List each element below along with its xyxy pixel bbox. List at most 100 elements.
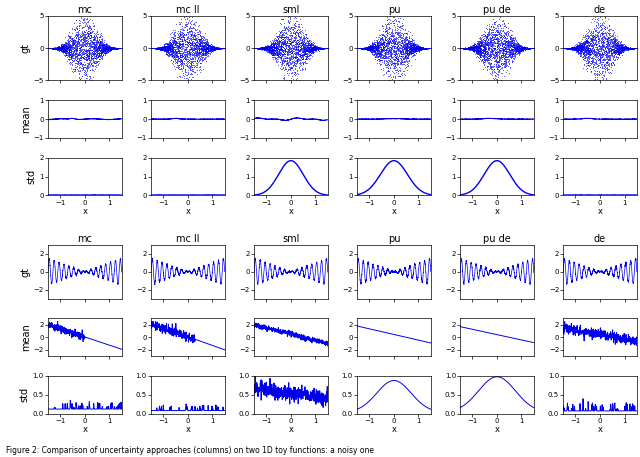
Point xyxy=(294,51,304,58)
Point xyxy=(53,45,63,52)
Point xyxy=(412,45,422,53)
Point xyxy=(403,30,413,37)
Point xyxy=(174,43,184,50)
Point xyxy=(593,43,603,50)
Point xyxy=(621,45,631,52)
Point xyxy=(161,49,171,56)
Point xyxy=(511,37,521,44)
Point xyxy=(614,46,625,53)
Point xyxy=(282,34,292,41)
Point xyxy=(164,45,175,52)
Point xyxy=(47,45,58,52)
Point xyxy=(180,60,191,67)
Point xyxy=(564,45,575,52)
Point xyxy=(272,51,282,58)
Point xyxy=(100,43,111,51)
Point xyxy=(189,49,199,57)
Point xyxy=(628,45,639,52)
Point xyxy=(392,55,403,63)
Point xyxy=(155,45,165,52)
Point xyxy=(614,42,625,49)
Point xyxy=(303,46,314,53)
Point xyxy=(204,50,214,57)
Point xyxy=(175,35,185,42)
Point xyxy=(182,15,193,22)
Point xyxy=(388,20,399,27)
Point xyxy=(562,45,572,52)
Point xyxy=(217,44,227,52)
Point xyxy=(353,44,363,52)
Point xyxy=(189,39,199,46)
Point xyxy=(202,45,212,52)
Point xyxy=(189,46,199,53)
Point xyxy=(186,31,196,38)
Point xyxy=(147,44,157,52)
Point xyxy=(209,46,220,53)
Point xyxy=(388,56,399,64)
Point xyxy=(56,47,67,54)
Point xyxy=(207,44,217,51)
Point xyxy=(210,45,220,53)
Point xyxy=(307,48,317,55)
Point xyxy=(582,33,593,40)
Point xyxy=(167,53,177,60)
Point xyxy=(44,45,54,52)
Point xyxy=(507,49,517,57)
Point xyxy=(604,42,614,49)
Point xyxy=(584,51,595,58)
Point xyxy=(508,43,518,51)
Point xyxy=(357,44,367,51)
Point xyxy=(306,42,316,49)
Point xyxy=(154,46,164,53)
Point xyxy=(291,50,301,57)
Point xyxy=(159,45,170,53)
Point xyxy=(581,50,591,57)
Point xyxy=(390,40,401,47)
Point xyxy=(84,36,95,43)
Point xyxy=(295,39,305,47)
Point xyxy=(576,41,586,48)
Point xyxy=(166,49,176,57)
Point xyxy=(111,44,121,52)
Point xyxy=(620,44,630,51)
Point xyxy=(314,44,324,52)
Point xyxy=(582,55,592,62)
Point xyxy=(62,45,72,53)
Point xyxy=(282,38,292,46)
Point xyxy=(102,44,113,52)
Point xyxy=(570,42,580,49)
Point xyxy=(367,38,377,46)
Point xyxy=(184,46,195,53)
Point xyxy=(627,45,637,52)
Point xyxy=(487,64,497,71)
Point xyxy=(462,44,472,52)
Point xyxy=(168,45,178,52)
Point xyxy=(465,44,476,52)
Point xyxy=(518,43,529,51)
Point xyxy=(218,44,228,52)
Point xyxy=(602,49,612,56)
Point xyxy=(364,45,374,52)
Point xyxy=(74,31,84,38)
Point xyxy=(307,46,317,53)
Point xyxy=(271,58,281,65)
Point xyxy=(84,29,95,37)
Point xyxy=(564,44,574,52)
Point xyxy=(413,46,424,53)
Point xyxy=(403,37,413,45)
Point xyxy=(265,42,275,49)
Point xyxy=(177,40,188,48)
Point xyxy=(403,39,413,47)
Point xyxy=(287,37,298,45)
Point xyxy=(396,47,406,54)
Point xyxy=(602,32,612,39)
Point xyxy=(186,58,196,66)
Point xyxy=(374,40,385,48)
Point xyxy=(254,44,264,52)
Point xyxy=(497,33,507,41)
Point xyxy=(362,45,372,53)
Point xyxy=(566,45,577,53)
Point xyxy=(87,42,97,49)
Point xyxy=(253,45,264,52)
Point xyxy=(479,34,489,42)
